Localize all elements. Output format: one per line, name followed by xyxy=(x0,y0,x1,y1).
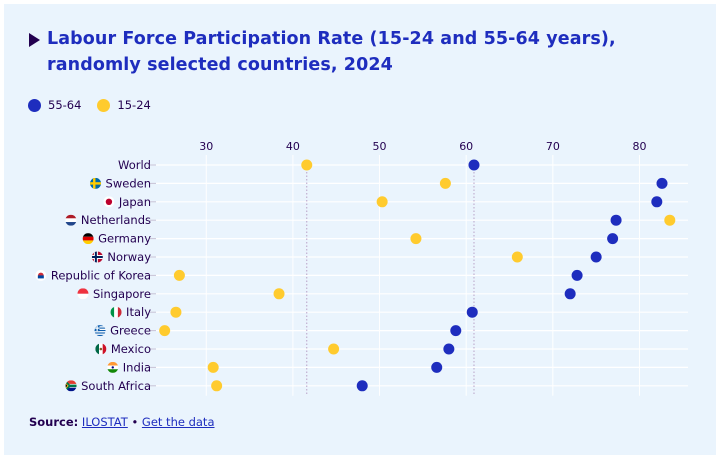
sweden-flag-icon xyxy=(90,177,102,189)
expand-triangle-icon[interactable] xyxy=(29,33,40,47)
data-point-55-64 xyxy=(656,177,668,189)
data-point-15-24 xyxy=(273,288,285,300)
category-label: Japan xyxy=(118,195,151,209)
data-point-15-24 xyxy=(170,306,182,318)
legend-item-55-64[interactable]: 55-64 xyxy=(28,98,81,112)
data-point-55-64 xyxy=(450,325,462,337)
chart-title: Labour Force Participation Rate (15-24 a… xyxy=(47,29,616,75)
singapore-flag-icon xyxy=(77,288,89,300)
germany-flag-icon xyxy=(82,233,94,245)
data-point-15-24 xyxy=(211,380,223,392)
legend-label: 55-64 xyxy=(48,98,82,112)
data-point-55-64 xyxy=(571,269,583,281)
category-label: Germany xyxy=(98,232,151,246)
data-point-15-24 xyxy=(376,196,388,208)
get-the-data-link[interactable]: Get the data xyxy=(141,415,215,429)
data-point-55-64 xyxy=(431,361,443,373)
legend-dot-icon xyxy=(28,98,41,112)
chart-header: Labour Force Participation Rate (15-24 a… xyxy=(29,26,699,78)
source-label: Source: xyxy=(29,415,79,429)
category-label: Netherlands xyxy=(81,213,151,227)
netherlands-flag-icon xyxy=(65,214,77,226)
data-point-15-24 xyxy=(207,361,219,373)
data-point-55-64 xyxy=(590,251,602,263)
legend: 55-64 15-24 xyxy=(28,98,167,112)
data-point-55-64 xyxy=(607,233,619,245)
legend-label: 15-24 xyxy=(117,98,151,112)
india-flag-icon xyxy=(107,361,119,373)
category-label: Mexico xyxy=(111,342,151,356)
data-point-55-64 xyxy=(356,380,368,392)
data-point-15-24 xyxy=(664,214,676,226)
reference-lines xyxy=(306,165,475,396)
x-tick-label: 60 xyxy=(459,140,473,153)
greece-flag-icon xyxy=(94,325,106,337)
chart-panel xyxy=(4,4,716,455)
data-point-55-64 xyxy=(564,288,576,300)
source-footer: Source: ILOSTAT • Get the data xyxy=(29,415,215,429)
data-points xyxy=(159,159,676,392)
data-point-15-24 xyxy=(173,269,185,281)
category-label: Republic of Korea xyxy=(51,268,151,282)
data-point-15-24 xyxy=(328,343,340,355)
data-point-15-24 xyxy=(159,325,171,337)
data-point-15-24 xyxy=(511,251,523,263)
x-axis-ticks: 30 40 50 60 70 80 xyxy=(199,140,646,153)
norway-flag-icon xyxy=(91,251,103,263)
data-point-55-64 xyxy=(443,343,455,355)
data-point-15-24 xyxy=(439,177,451,189)
legend-dot-icon xyxy=(97,98,111,112)
legend-item-15-24[interactable]: 15-24 xyxy=(97,98,151,112)
mexico-flag-icon xyxy=(95,343,107,355)
data-point-15-24 xyxy=(410,233,422,245)
y-axis-labels: World Sweden Japan Netherlands Germany Norway… xyxy=(35,158,151,393)
x-tick-label: 50 xyxy=(373,140,387,153)
category-label: India xyxy=(123,360,151,374)
data-point-55-64 xyxy=(468,159,480,171)
category-label: Sweden xyxy=(106,176,151,190)
italy-flag-icon xyxy=(110,306,122,318)
data-point-15-24 xyxy=(301,159,313,171)
south-africa-flag-icon xyxy=(65,380,77,392)
category-label: Norway xyxy=(107,250,151,264)
japan-flag-icon xyxy=(103,196,115,208)
horizontal-gridlines xyxy=(150,164,688,387)
category-label: World xyxy=(118,158,151,172)
x-tick-label: 30 xyxy=(199,140,213,153)
x-tick-label: 80 xyxy=(632,140,646,153)
data-point-55-64 xyxy=(466,306,478,318)
data-point-55-64 xyxy=(651,196,663,208)
category-label: Singapore xyxy=(93,287,151,301)
category-label: Italy xyxy=(126,305,151,319)
separator: • xyxy=(131,415,139,429)
category-label: South Africa xyxy=(81,379,151,393)
x-tick-label: 40 xyxy=(286,140,300,153)
ilostat-link[interactable]: ILOSTAT xyxy=(81,415,128,429)
category-label: Greece xyxy=(110,324,151,338)
x-tick-label: 70 xyxy=(546,140,560,153)
data-point-55-64 xyxy=(610,214,622,226)
korea-flag-icon xyxy=(35,269,47,281)
